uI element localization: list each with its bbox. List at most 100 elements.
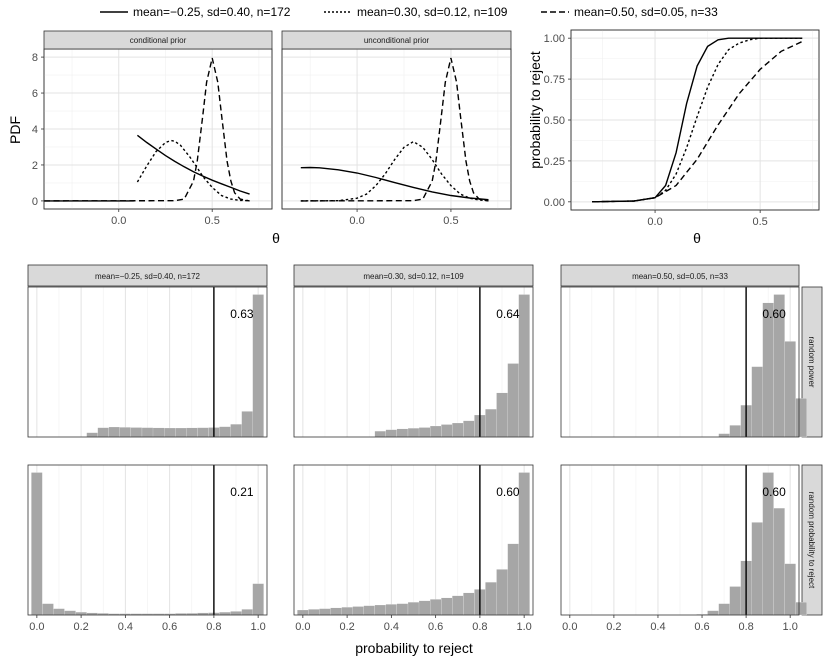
panel-border	[293, 464, 534, 616]
histogram-bar	[385, 604, 397, 616]
histogram-bar	[97, 427, 109, 438]
histogram-bar	[175, 427, 187, 438]
x-tick-label: 0.6	[694, 621, 709, 633]
pdf-axis-title: PDF	[7, 116, 23, 144]
x-tick-label: 0.0	[295, 621, 310, 633]
histogram-bar	[396, 428, 409, 438]
histogram-bar	[341, 607, 353, 616]
histogram-bar	[219, 426, 231, 438]
histogram-bar	[374, 431, 386, 438]
histogram-bar	[507, 543, 519, 616]
line-panel-2: 0.0 0.5 0.00 0.25 0.50 0.75 1.00	[544, 29, 820, 228]
histogram-bar	[729, 425, 741, 438]
histogram-bar	[164, 427, 176, 438]
panel-border	[560, 286, 800, 438]
histogram-bar	[374, 604, 386, 616]
row-strip	[801, 464, 823, 616]
row-strip-label: random probability to reject	[807, 492, 816, 589]
x-tick-label: 0.2	[339, 621, 354, 633]
y-tick-label: 0.25	[544, 156, 565, 168]
panel-border	[293, 286, 534, 438]
histogram-bar	[729, 586, 741, 616]
line-panel-0: 0.0 0.5 0 2 4 6 8 conditional prior	[32, 30, 273, 227]
histogram-bar	[230, 611, 242, 616]
x-tick-label: 0.5	[753, 216, 768, 228]
histogram-bar	[784, 563, 796, 616]
histogram-bar	[418, 600, 431, 616]
x-tick-label: 1.0	[516, 621, 531, 633]
y-tick-label: 0.00	[544, 197, 565, 209]
histogram-bar	[784, 341, 796, 438]
y-tick-label: 0.50	[544, 115, 565, 127]
proportion-label: 0.60	[496, 485, 520, 499]
theta-axis-title-right: θ	[693, 230, 701, 246]
x-tick-label: 0.8	[206, 621, 221, 633]
histogram-panel-1: 0.64	[293, 286, 534, 438]
histogram-bar	[751, 522, 763, 616]
column-strip	[27, 264, 268, 287]
histogram-bar	[241, 609, 253, 616]
x-tick-label: 0.4	[384, 621, 399, 633]
theta-axis-title-left: θ	[272, 230, 280, 246]
histogram-bar	[197, 427, 209, 438]
probability-axis-title-top: probability to reject	[527, 51, 543, 169]
facet-strip	[43, 30, 273, 50]
legend-label-3: mean=0.50, sd=0.05, n=33	[574, 5, 718, 19]
histogram-bar	[452, 595, 464, 616]
series-line-dashed	[43, 57, 250, 202]
x-tick-label: 0.5	[443, 215, 458, 227]
histogram-bar	[363, 605, 375, 616]
legend-label-1: mean=−0.25, sd=0.40, n=172	[133, 5, 291, 19]
column-strip	[293, 264, 534, 287]
histogram-bar	[64, 610, 76, 616]
x-tick-label: 1.0	[783, 621, 798, 633]
histogram-bar	[297, 609, 309, 616]
panel-border	[560, 464, 800, 616]
histogram-bar	[252, 294, 264, 438]
series-line-dashed	[591, 40, 803, 203]
histogram-bar	[430, 599, 442, 616]
histogram-bar	[319, 608, 331, 616]
histogram-bar	[119, 427, 132, 438]
histogram-bar	[53, 608, 65, 616]
panel-border	[27, 286, 268, 438]
histogram-panels: mean=−0.25, sd=0.40, n=172 mean=0.30, sd=…	[27, 264, 823, 633]
histogram-bar	[430, 425, 442, 438]
x-tick-label: 0.6	[162, 621, 177, 633]
histogram-bar	[330, 607, 342, 616]
histogram-bar	[141, 427, 154, 438]
column-strip-label: mean=0.50, sd=0.05, n=33	[632, 272, 728, 281]
series-line-dotted	[136, 139, 250, 202]
histogram-bar	[385, 429, 397, 438]
y-tick-label: 1.00	[544, 33, 565, 45]
histogram-bar	[718, 603, 730, 616]
histogram-bar	[352, 606, 364, 616]
histogram-bar	[130, 427, 143, 438]
legend-label-2: mean=0.30, sd=0.12, n=109	[357, 5, 508, 19]
column-strip-label: mean=−0.25, sd=0.40, n=172	[95, 272, 201, 281]
column-strip	[560, 264, 800, 287]
histogram-bar	[186, 427, 198, 438]
x-tick-label: 0.8	[472, 621, 487, 633]
histogram-bar	[485, 409, 497, 438]
x-tick-label: 0.0	[562, 621, 577, 633]
series-line-dotted	[591, 37, 803, 203]
histogram-bar	[762, 302, 774, 438]
row-strip-label: random power	[807, 336, 816, 387]
histogram-bar	[496, 569, 508, 616]
probability-axis-title-bottom: probability to reject	[355, 640, 473, 656]
histogram-bar	[441, 424, 453, 438]
histogram-bar	[230, 424, 242, 438]
x-tick-label: 0.5	[205, 215, 220, 227]
histogram-bar	[518, 294, 530, 438]
histogram-bar	[75, 611, 87, 616]
series-line-dashed	[300, 57, 489, 202]
histogram-bar	[718, 433, 730, 438]
y-tick-label: 8	[32, 52, 38, 64]
histogram-bar	[31, 472, 43, 616]
x-tick-label: 0.2	[606, 621, 621, 633]
panel-border	[27, 464, 268, 616]
histogram-bar	[463, 420, 475, 438]
x-tick-label: 0.6	[428, 621, 443, 633]
